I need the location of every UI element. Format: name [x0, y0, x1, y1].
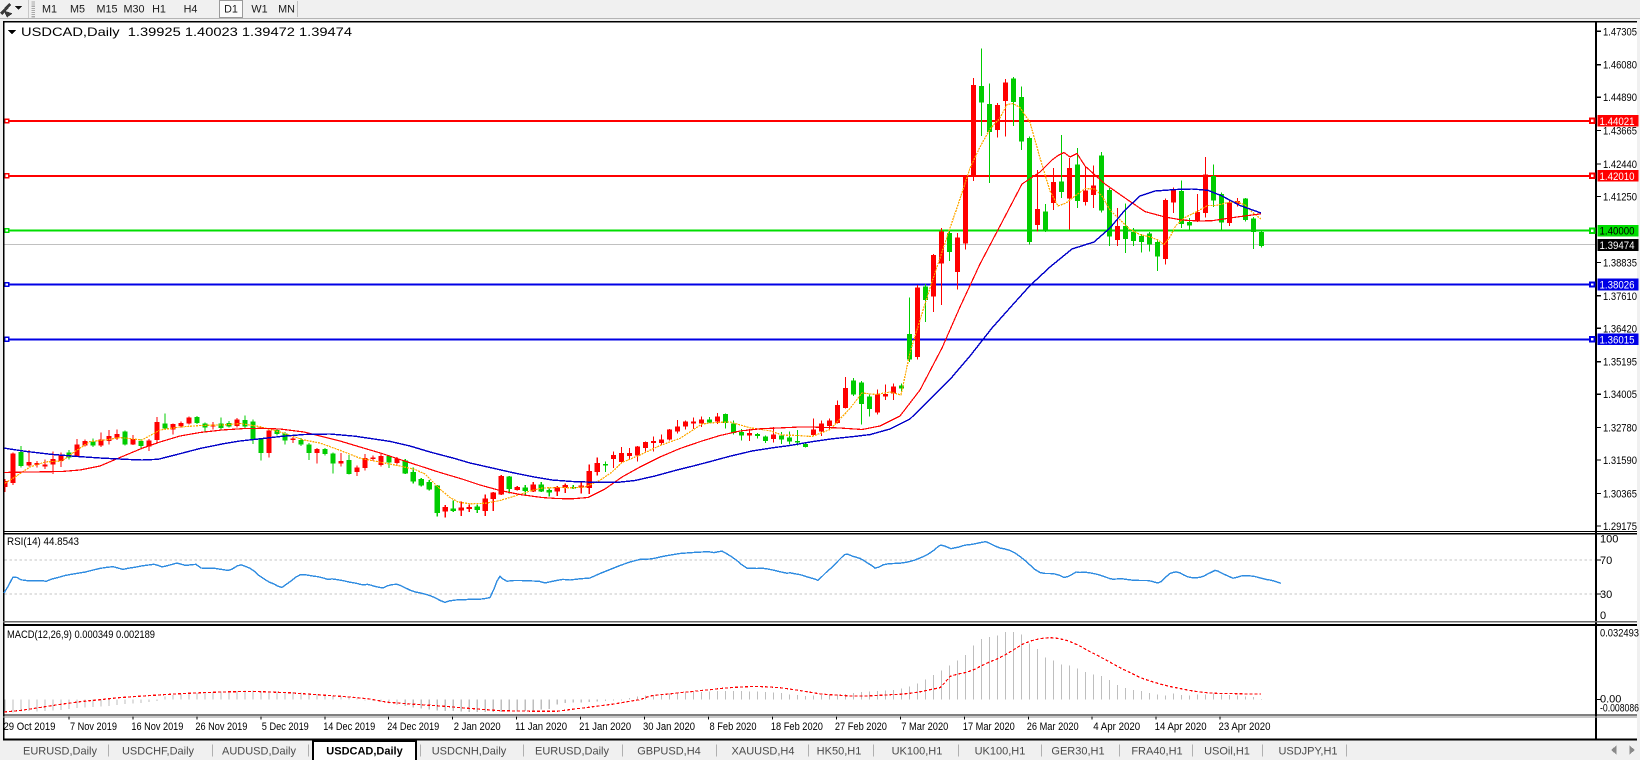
svg-text:USDCHF,Daily: USDCHF,Daily [122, 746, 195, 758]
svg-text:MACD(12,26,9) 0.000349 0.00218: MACD(12,26,9) 0.000349 0.002189 [7, 629, 155, 641]
svg-text:1.29175: 1.29175 [1603, 521, 1637, 533]
svg-text:1.36015: 1.36015 [1600, 334, 1635, 346]
svg-text:M1: M1 [42, 4, 57, 16]
svg-text:FRA40,H1: FRA40,H1 [1131, 746, 1182, 758]
svg-text:EURUSD,Daily: EURUSD,Daily [23, 746, 97, 758]
svg-text:1.32780: 1.32780 [1603, 423, 1637, 435]
svg-text:26 Mar 2020: 26 Mar 2020 [1027, 721, 1079, 733]
svg-text:18 Feb 2020: 18 Feb 2020 [771, 721, 823, 733]
svg-text:21 Jan 2020: 21 Jan 2020 [579, 721, 631, 733]
svg-text:USDCAD,Daily: USDCAD,Daily [326, 746, 403, 758]
svg-text:14 Dec 2019: 14 Dec 2019 [323, 721, 375, 733]
svg-text:GBPUSD,H4: GBPUSD,H4 [637, 746, 701, 758]
svg-text:11 Jan 2020: 11 Jan 2020 [515, 721, 567, 733]
svg-text:USDCNH,Daily: USDCNH,Daily [432, 746, 507, 758]
svg-text:1.38835: 1.38835 [1603, 257, 1637, 269]
svg-text:HK50,H1: HK50,H1 [817, 746, 862, 758]
svg-text:24 Dec 2019: 24 Dec 2019 [387, 721, 439, 733]
svg-text:M5: M5 [70, 4, 85, 16]
svg-text:W1: W1 [251, 4, 267, 16]
svg-text:1.38026: 1.38026 [1600, 280, 1635, 292]
svg-text:1.35195: 1.35195 [1603, 357, 1637, 369]
svg-text:UK100,H1: UK100,H1 [975, 746, 1026, 758]
svg-text:70: 70 [1600, 555, 1612, 567]
svg-text:MN: MN [278, 4, 295, 16]
svg-text:1.39474: 1.39474 [1600, 240, 1635, 252]
svg-text:4 Apr 2020: 4 Apr 2020 [1093, 721, 1140, 733]
svg-text:EURUSD,Daily: EURUSD,Daily [535, 746, 609, 758]
svg-text:29 Oct 2019: 29 Oct 2019 [4, 721, 56, 733]
svg-text:0.032493: 0.032493 [1600, 628, 1639, 640]
svg-text:-0.008086: -0.008086 [1600, 703, 1639, 715]
svg-text:1.31590: 1.31590 [1603, 455, 1637, 467]
svg-text:D1: D1 [224, 4, 238, 16]
svg-text:1.42440: 1.42440 [1603, 159, 1637, 171]
svg-text:H4: H4 [184, 4, 198, 16]
svg-text:23 Apr 2020: 23 Apr 2020 [1219, 721, 1271, 733]
svg-text:RSI(14) 44.8543: RSI(14) 44.8543 [7, 536, 79, 548]
svg-text:M30: M30 [123, 4, 144, 16]
svg-text:17 Mar 2020: 17 Mar 2020 [963, 721, 1015, 733]
svg-text:30: 30 [1600, 589, 1612, 601]
svg-text:8 Feb 2020: 8 Feb 2020 [710, 721, 757, 733]
svg-text:GER30,H1: GER30,H1 [1051, 746, 1104, 758]
svg-text:7 Mar 2020: 7 Mar 2020 [901, 721, 948, 733]
svg-text:5 Dec 2019: 5 Dec 2019 [262, 721, 309, 733]
svg-text:1.41250: 1.41250 [1603, 192, 1637, 204]
svg-text:1.43665: 1.43665 [1603, 126, 1637, 138]
svg-text:1.34005: 1.34005 [1603, 389, 1637, 401]
svg-text:UK100,H1: UK100,H1 [892, 746, 943, 758]
svg-text:1.47305: 1.47305 [1603, 26, 1637, 38]
svg-text:H1: H1 [152, 4, 166, 16]
svg-text:0.00: 0.00 [1600, 694, 1621, 706]
svg-text:1.40000: 1.40000 [1600, 226, 1635, 238]
svg-text:USDCAD,Daily 1.39925 1.40023: USDCAD,Daily 1.39925 1.40023 1.39472 1.3… [21, 25, 352, 39]
svg-text:16 Nov 2019: 16 Nov 2019 [131, 721, 183, 733]
svg-text:1.44890: 1.44890 [1603, 92, 1637, 104]
svg-text:USDJPY,H1: USDJPY,H1 [1278, 746, 1337, 758]
svg-text:AUDUSD,Daily: AUDUSD,Daily [222, 746, 296, 758]
svg-text:M15: M15 [96, 4, 117, 16]
svg-text:27 Feb 2020: 27 Feb 2020 [835, 721, 887, 733]
svg-text:1.42010: 1.42010 [1600, 171, 1635, 183]
svg-text:100: 100 [1600, 534, 1618, 546]
svg-text:7 Nov 2019: 7 Nov 2019 [70, 721, 117, 733]
svg-text:26 Nov 2019: 26 Nov 2019 [195, 721, 247, 733]
svg-text:1.30365: 1.30365 [1603, 489, 1637, 501]
svg-text:2 Jan 2020: 2 Jan 2020 [454, 721, 501, 733]
svg-text:1.36420: 1.36420 [1603, 323, 1637, 335]
svg-text:XAUUSD,H4: XAUUSD,H4 [732, 746, 795, 758]
svg-text:14 Apr 2020: 14 Apr 2020 [1155, 721, 1207, 733]
svg-text:USOil,H1: USOil,H1 [1204, 746, 1250, 758]
svg-text:30 Jan 2020: 30 Jan 2020 [643, 721, 695, 733]
svg-text:0: 0 [1600, 610, 1606, 622]
svg-text:1.46080: 1.46080 [1603, 60, 1637, 72]
svg-text:1.44021: 1.44021 [1600, 116, 1635, 128]
svg-text:1.37610: 1.37610 [1603, 291, 1637, 303]
